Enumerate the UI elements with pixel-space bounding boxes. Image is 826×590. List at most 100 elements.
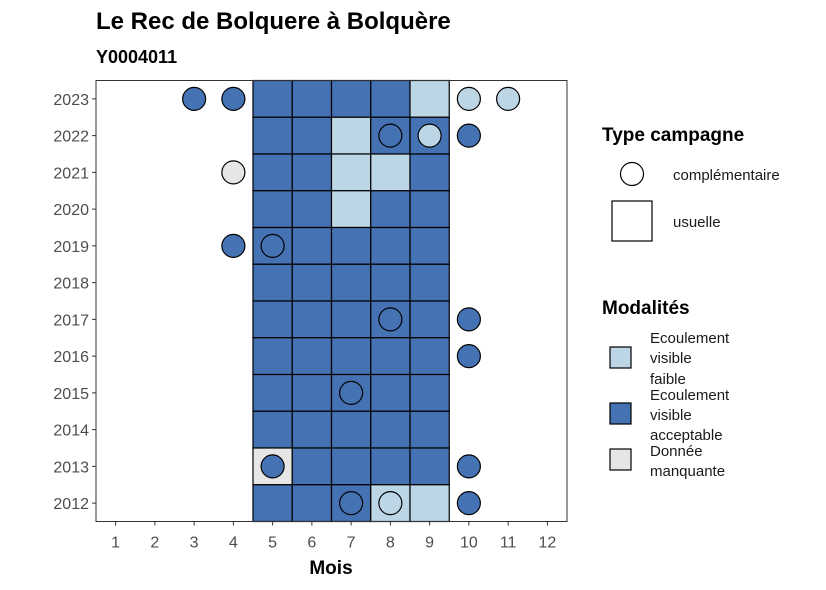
legend-key-manquante — [609, 448, 632, 471]
cell-2013-m9 — [409, 447, 450, 486]
x-tick-label-4: 4 — [229, 535, 238, 552]
legend-square-key — [611, 200, 653, 242]
cell-2023-m9 — [409, 79, 450, 118]
cell-2019-m9 — [409, 226, 450, 265]
point-2019-m4 — [221, 233, 246, 258]
legend-campaign-title: Type campagne — [602, 125, 744, 146]
cell-2017-m9 — [409, 300, 450, 339]
legend-faible-line3: faible — [650, 371, 686, 388]
cell-2012-m8 — [370, 484, 411, 523]
point-2013-m5 — [260, 454, 285, 479]
cell-2020-m8 — [370, 190, 411, 229]
x-tick-label-1: 1 — [111, 535, 120, 552]
y-tick-label-2018: 2018 — [53, 276, 89, 293]
point-2022-m9 — [417, 123, 442, 148]
point-2022-m8 — [378, 123, 403, 148]
cell-2013-m6 — [291, 447, 333, 486]
legend-type-campagne: Type campagne complémentaire usuelle — [602, 125, 780, 242]
cell-2012-m9 — [409, 484, 450, 523]
point-2013-m10 — [456, 454, 481, 479]
cell-2020-m7 — [330, 190, 372, 229]
cell-2021-m6 — [291, 153, 333, 192]
y-tick-label-2019: 2019 — [53, 239, 89, 256]
point-2016-m10 — [456, 344, 481, 369]
cell-2019-m6 — [291, 226, 333, 265]
legend-modalities-title: Modalités — [602, 298, 690, 319]
cell-2020-m9 — [409, 190, 450, 229]
cell-2023-m5 — [252, 79, 293, 118]
cell-2013-m7 — [330, 447, 372, 486]
legend-manquante-line1: Donnée — [650, 443, 703, 460]
legend-label-complementaire: complémentaire — [673, 167, 780, 184]
cell-2022-m5 — [252, 116, 293, 155]
cell-2019-m8 — [370, 226, 411, 265]
cell-2012-m6 — [291, 484, 333, 523]
cell-2020-m6 — [291, 190, 333, 229]
legend-key-faible — [609, 346, 632, 369]
cell-2021-m8 — [370, 153, 411, 192]
x-tick-label-10: 10 — [460, 535, 478, 552]
cell-2012-m5 — [252, 484, 293, 523]
legend-label-usuelle: usuelle — [673, 214, 721, 231]
legend-acceptable-line1: Ecoulement — [650, 387, 730, 404]
cell-2018-m7 — [330, 263, 372, 302]
usuelle-cells — [252, 79, 450, 523]
cell-2014-m9 — [409, 410, 450, 449]
point-2015-m7 — [339, 380, 364, 405]
y-tick-label-2015: 2015 — [53, 386, 89, 403]
x-tick-label-7: 7 — [347, 535, 356, 552]
cell-2017-m5 — [252, 300, 293, 339]
point-2019-m5 — [260, 233, 285, 258]
cell-2018-m6 — [291, 263, 333, 302]
legend-manquante-line2: manquante — [650, 463, 725, 480]
chart-subtitle: Y0004011 — [96, 47, 177, 67]
cell-2015-m5 — [252, 373, 293, 412]
x-tick-label-8: 8 — [386, 535, 395, 552]
legend-key-acceptable — [609, 402, 632, 425]
point-2017-m10 — [456, 307, 481, 332]
x-tick-label-12: 12 — [538, 535, 556, 552]
legend-faible-line2: visible — [650, 350, 692, 367]
cell-2015-m9 — [409, 373, 450, 412]
point-2012-m7 — [339, 491, 364, 516]
cell-2019-m7 — [330, 226, 372, 265]
cell-2023-m7 — [330, 79, 372, 118]
cell-2023-m6 — [291, 79, 333, 118]
chart-title: Le Rec de Bolquere à Bolquère — [96, 8, 451, 35]
cell-2014-m7 — [330, 410, 372, 449]
complementaire-points — [182, 86, 521, 516]
point-2023-m4 — [221, 86, 246, 111]
x-tick-label-9: 9 — [425, 535, 434, 552]
cell-2015-m6 — [291, 373, 333, 412]
cell-2018-m8 — [370, 263, 411, 302]
y-axis: 2012 2013 2014 2015 2016 2017 2018 2019 2020 2021… — [53, 92, 96, 513]
cell-2021-m7 — [330, 153, 372, 192]
y-tick-label-2016: 2016 — [53, 349, 89, 366]
y-tick-label-2012: 2012 — [53, 496, 89, 513]
point-2023-m11 — [496, 86, 521, 111]
y-tick-label-2020: 2020 — [53, 202, 89, 219]
point-2012-m8 — [378, 491, 403, 516]
point-2012-m10 — [456, 491, 481, 516]
cell-2023-m8 — [370, 79, 411, 118]
legend-acceptable-line2: visible — [650, 407, 692, 424]
cell-2022-m7 — [330, 116, 372, 155]
cell-2022-m6 — [291, 116, 333, 155]
cell-2021-m5 — [252, 153, 293, 192]
point-2021-m4 — [221, 160, 246, 185]
point-2023-m3 — [182, 86, 207, 111]
x-tick-label-5: 5 — [268, 535, 277, 552]
x-tick-label-3: 3 — [190, 535, 199, 552]
x-axis-title: Mois — [309, 558, 352, 579]
cell-2020-m5 — [252, 190, 293, 229]
legend-faible-line1: Ecoulement — [650, 330, 730, 347]
cell-2021-m9 — [409, 153, 450, 192]
cell-2013-m8 — [370, 447, 411, 486]
cell-2016-m5 — [252, 337, 293, 376]
cell-2014-m8 — [370, 410, 411, 449]
y-tick-label-2021: 2021 — [53, 165, 89, 182]
x-tick-label-2: 2 — [150, 535, 159, 552]
point-2023-m10 — [456, 86, 481, 111]
legend-acceptable-line3: acceptable — [650, 427, 723, 444]
